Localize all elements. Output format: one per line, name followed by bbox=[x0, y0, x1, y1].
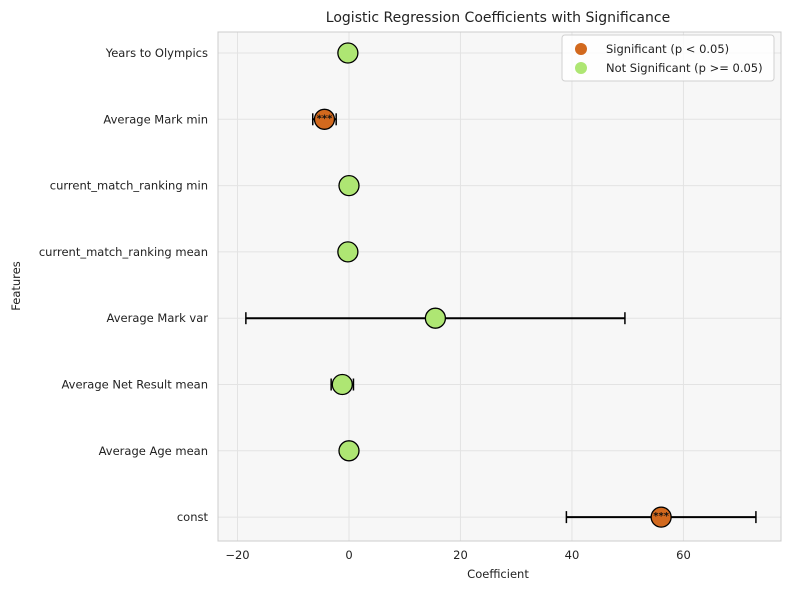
legend-marker bbox=[575, 43, 587, 55]
significance-label: *** bbox=[653, 511, 669, 522]
x-axis-label: Coefficient bbox=[467, 567, 529, 581]
data-point bbox=[338, 174, 360, 197]
x-tick-label: 0 bbox=[345, 548, 352, 562]
legend-marker bbox=[575, 62, 587, 74]
legend-box bbox=[561, 34, 775, 82]
y-tick-label: const bbox=[177, 510, 209, 524]
x-tick-label: 60 bbox=[676, 548, 691, 562]
significance-label: *** bbox=[317, 113, 333, 124]
y-tick-label: Average Mark min bbox=[103, 112, 208, 126]
data-point bbox=[337, 241, 359, 263]
y-tick-label: Average Net Result mean bbox=[61, 378, 208, 392]
plot-area: −20 0 20 40 60 Years to Olympics Average Mark … bbox=[39, 31, 782, 562]
y-tick-label: current_match_ranking mean bbox=[39, 245, 208, 259]
data-point bbox=[650, 506, 672, 528]
plot-background bbox=[218, 32, 781, 541]
data-point bbox=[338, 440, 360, 462]
y-tick-label: Average Age mean bbox=[99, 444, 208, 458]
x-tick-label: 40 bbox=[565, 548, 580, 562]
y-tick-label: Years to Olympics bbox=[105, 46, 208, 60]
chart-title: Logistic Regression Coefficients with Si… bbox=[326, 10, 670, 26]
x-tick-label: 20 bbox=[453, 548, 468, 562]
legend: Significant (p < 0.05) Not Significant (p… bbox=[561, 34, 775, 82]
data-point bbox=[424, 307, 447, 329]
y-axis-label: Features bbox=[9, 261, 23, 310]
legend-entry: Significant (p < 0.05) bbox=[606, 42, 729, 56]
data-point bbox=[337, 42, 359, 64]
plot-border bbox=[217, 31, 782, 542]
legend-entry: Not Significant (p >= 0.05) bbox=[606, 61, 763, 75]
x-tick-label: −20 bbox=[225, 548, 249, 562]
data-point bbox=[313, 108, 336, 130]
y-tick-label: Average Mark var bbox=[107, 311, 209, 325]
data-point bbox=[331, 373, 353, 396]
y-tick-label: current_match_ranking min bbox=[50, 179, 208, 193]
